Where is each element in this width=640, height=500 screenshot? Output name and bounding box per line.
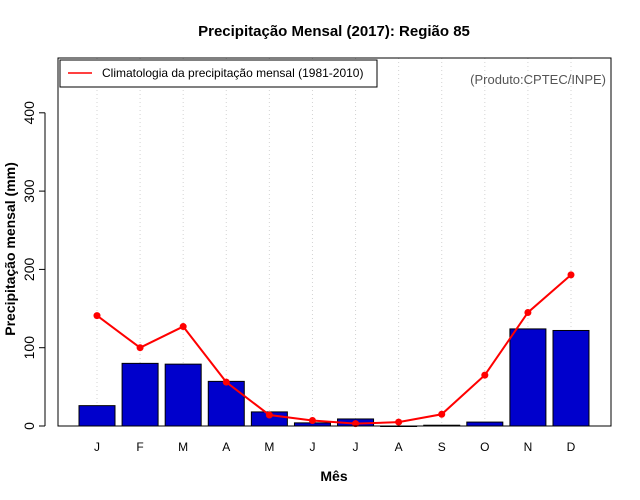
bar-D-11	[552, 329, 590, 427]
x-tick-label: M	[178, 440, 188, 454]
climatology-point-8	[438, 410, 446, 418]
x-tick-label: O	[480, 440, 489, 454]
climatology-point-7	[395, 418, 403, 426]
x-tick-label: J	[309, 440, 315, 454]
x-tick-label: D	[567, 440, 576, 454]
bar-series	[78, 328, 590, 427]
x-tick-label: J	[353, 440, 359, 454]
x-tick-label: J	[94, 440, 100, 454]
y-tick-label: 300	[21, 179, 37, 203]
y-tick-label: 100	[21, 336, 37, 360]
x-tick-label: F	[136, 440, 143, 454]
x-tick-label: A	[222, 440, 230, 454]
climatology-point-5	[308, 417, 316, 425]
x-tick-label: S	[438, 440, 446, 454]
plot-frame	[57, 57, 612, 427]
x-tick-label: A	[395, 440, 403, 454]
climatology-point-10	[524, 308, 532, 316]
climatology-point-11	[567, 271, 575, 279]
climatology-point-2	[179, 323, 187, 331]
bar-F-1	[121, 362, 159, 427]
y-tick-label: 0	[21, 422, 37, 430]
climatology-point-0	[93, 312, 101, 320]
y-tick-label: 400	[21, 101, 37, 125]
y-tick-label: 200	[21, 258, 37, 282]
climatology-point-1	[136, 344, 144, 352]
climatology-point-3	[222, 378, 230, 386]
climatology-point-6	[352, 420, 360, 428]
y-axis: 0 100 200 300 400	[21, 101, 46, 430]
bar-A-3	[207, 380, 245, 427]
bar-J-0	[78, 405, 116, 427]
bar-N-10	[509, 328, 547, 427]
climatology-point-9	[481, 371, 489, 379]
legend: Climatologia da precipitação mensal (198…	[59, 59, 378, 88]
source-annotation: (Produto:CPTEC/INPE)	[470, 72, 606, 87]
climatology-series	[93, 271, 575, 428]
climatology-point-4	[265, 411, 273, 419]
legend-entry-climatology: Climatologia da precipitação mensal (198…	[102, 66, 363, 80]
grid-lines	[96, 58, 572, 426]
y-axis-label: Precipitação mensal (mm)	[2, 162, 18, 336]
x-axis-label: Mês	[320, 468, 347, 484]
bar-O-9	[466, 421, 504, 427]
climatology-line	[96, 274, 572, 425]
x-tick-label: M	[264, 440, 274, 454]
bar-M-2	[164, 363, 202, 427]
x-tick-label: N	[524, 440, 533, 454]
legend-box	[59, 59, 378, 88]
chart-title: Precipitação Mensal (2017): Região 85	[198, 23, 470, 40]
